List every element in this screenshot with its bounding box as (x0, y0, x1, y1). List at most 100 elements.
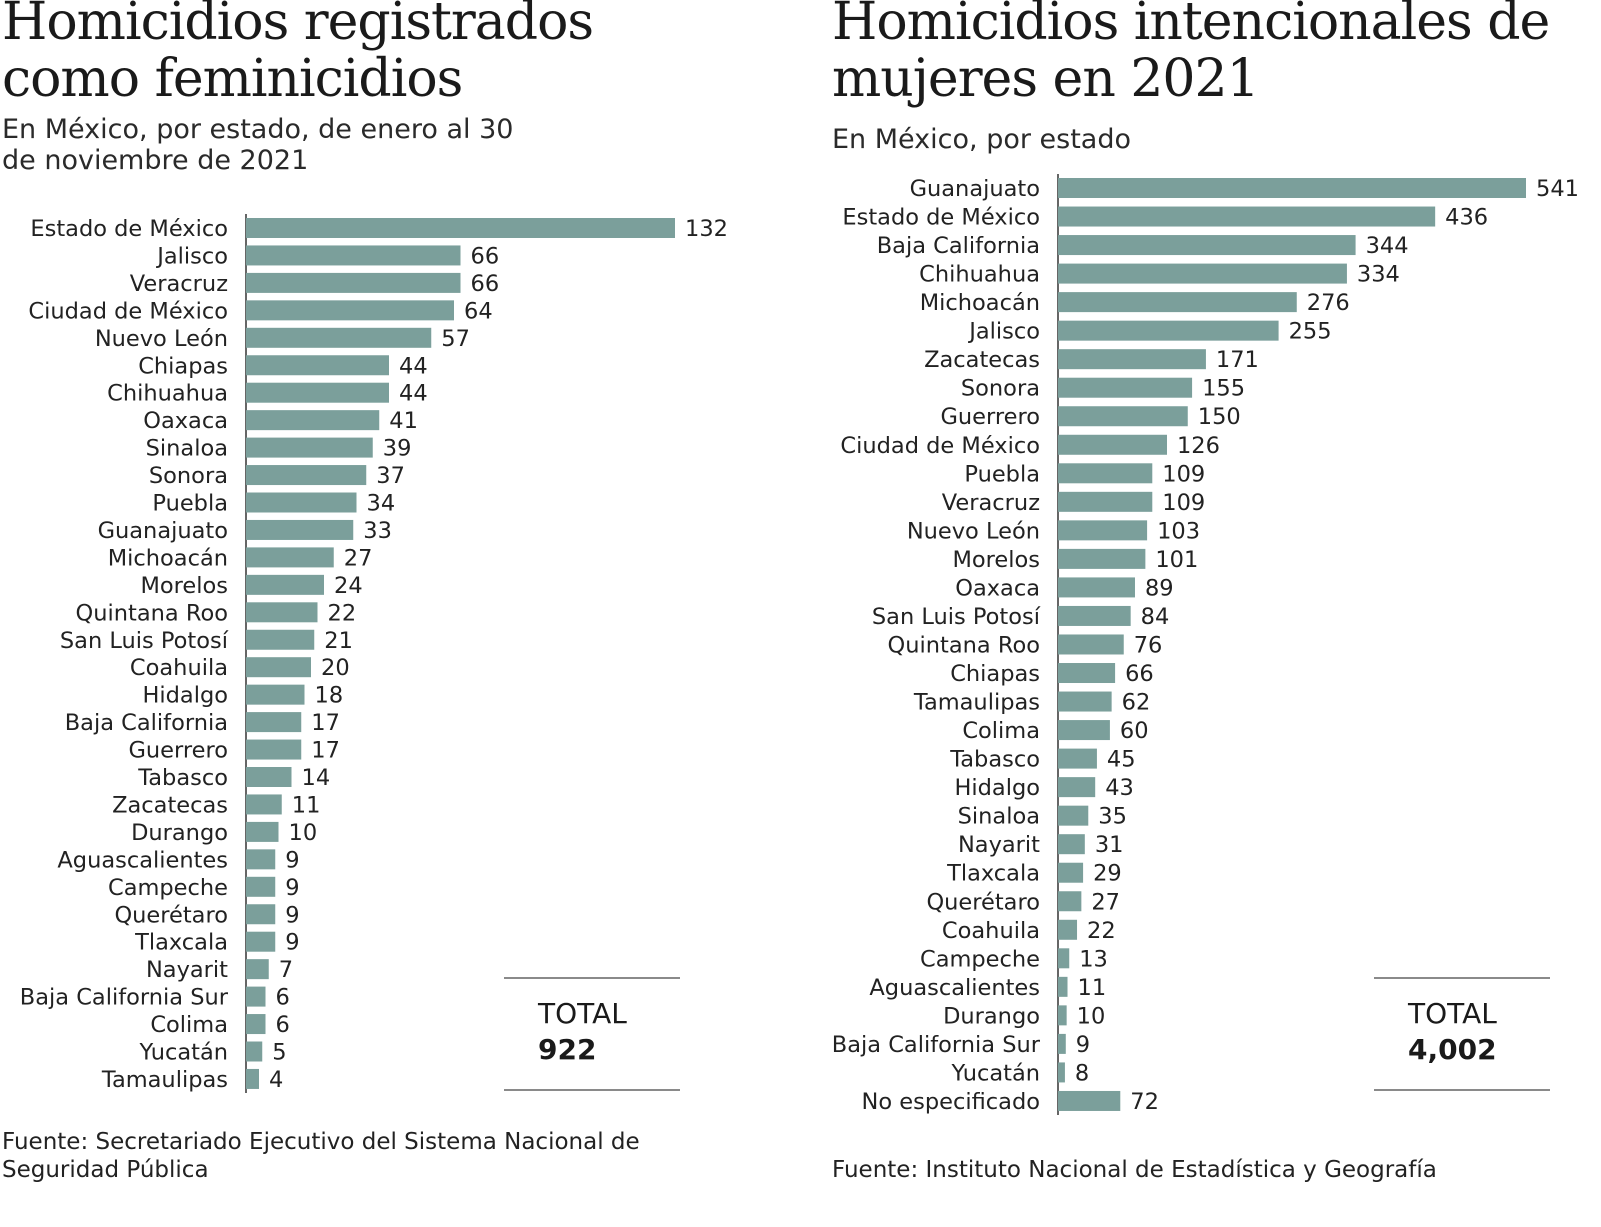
right-bar (1058, 919, 1078, 940)
right-value-label: 10 (1077, 1003, 1106, 1029)
left-bar (246, 547, 334, 568)
right-bar (1058, 691, 1112, 712)
right-category-label: Tlaxcala (946, 861, 1040, 887)
left-value-label: 18 (315, 683, 344, 709)
left-value-label: 17 (311, 710, 340, 736)
left-category-label: Baja California (65, 710, 228, 736)
left-value-label: 27 (344, 545, 373, 571)
left-category-label: Campeche (108, 875, 228, 901)
left-bar (246, 684, 305, 705)
left-category-label: Morelos (140, 573, 228, 599)
right-category-label: San Luis Potosí (872, 604, 1041, 630)
right-value-label: 171 (1216, 347, 1259, 373)
left-bar (246, 272, 461, 293)
right-category-label: Tamaulipas (913, 690, 1040, 716)
left-bar (246, 410, 380, 431)
left-category-label: Nuevo León (95, 326, 228, 352)
left-bar (246, 465, 367, 486)
left-value-label: 132 (685, 216, 728, 242)
right-value-label: 109 (1162, 461, 1205, 487)
left-category-label: Tabasco (137, 765, 228, 791)
right-bar (1058, 320, 1279, 341)
right-category-label: Ciudad de México (840, 433, 1040, 459)
left-bar (246, 904, 276, 925)
left-chart-panel: Homicidios registrados como feminicidios… (0, 0, 790, 1227)
right-value-label: 436 (1445, 205, 1488, 231)
left-bar (246, 382, 389, 403)
right-category-label: Chihuahua (919, 262, 1040, 288)
left-value-label: 66 (471, 243, 500, 269)
left-value-label: 4 (269, 1067, 283, 1093)
left-bar (246, 767, 292, 787)
left-value-label: 9 (285, 847, 299, 873)
left-value-label: 64 (464, 298, 493, 324)
left-bar (246, 1041, 263, 1062)
right-category-label: Estado de México (842, 205, 1040, 231)
right-category-label: Aguascalientes (869, 975, 1040, 1001)
left-bar (246, 849, 276, 870)
right-bar (1058, 377, 1193, 398)
right-value-label: 62 (1122, 690, 1151, 716)
right-bar (1058, 976, 1068, 997)
right-bar (1058, 577, 1135, 598)
right-category-label: Chiapas (950, 661, 1040, 687)
left-value-label: 6 (276, 1012, 290, 1038)
left-category-label: Tlaxcala (134, 930, 228, 956)
left-bar (246, 712, 302, 733)
left-value-label: 9 (285, 875, 299, 901)
right-category-label: Durango (943, 1003, 1040, 1029)
right-bar-chart: Guanajuato 541 Estado de México 436 Baja Cal… (832, 174, 1579, 1115)
left-value-label: 22 (328, 600, 357, 626)
left-bar (246, 629, 315, 650)
right-bar (1058, 834, 1085, 855)
right-category-label: Michoacán (920, 290, 1040, 316)
right-value-label: 150 (1198, 404, 1241, 430)
left-total-value: 922 (538, 1033, 597, 1066)
right-bar (1058, 891, 1082, 912)
right-category-label: Guanajuato (910, 176, 1040, 202)
left-category-label: Zacatecas (112, 792, 228, 818)
right-category-label: Hidalgo (954, 775, 1040, 801)
right-value-label: 344 (1366, 233, 1409, 259)
left-category-label: Coahuila (130, 655, 228, 681)
left-value-label: 7 (279, 957, 293, 983)
left-category-label: Oaxaca (143, 408, 228, 434)
left-bar (246, 794, 282, 815)
left-value-label: 17 (311, 738, 340, 764)
left-value-label: 34 (367, 491, 396, 517)
left-bar (246, 931, 276, 952)
right-category-label: Quintana Roo (888, 632, 1040, 658)
right-value-label: 101 (1155, 547, 1198, 573)
right-bar (1058, 663, 1116, 684)
right-value-label: 60 (1120, 718, 1149, 744)
left-category-label: Chihuahua (107, 381, 228, 407)
left-value-label: 10 (289, 820, 318, 846)
right-value-label: 31 (1095, 832, 1124, 858)
left-bar (246, 437, 373, 458)
right-value-label: 72 (1130, 1089, 1159, 1115)
left-category-label: Chiapas (138, 353, 228, 379)
right-bar (1058, 777, 1096, 798)
left-value-label: 9 (285, 930, 299, 956)
left-value-label: 14 (302, 765, 331, 791)
left-chart-title: Homicidios registrados como feminicidios (2, 0, 594, 109)
left-bar-chart: Estado de México 132 Jalisco 66 Veracruz 66 Ci… (20, 214, 728, 1093)
left-chart-source: Fuente: Secretariado Ejecutivo del Siste… (2, 1129, 640, 1183)
left-value-label: 41 (389, 408, 418, 434)
left-bar (246, 876, 276, 897)
left-category-label: Sinaloa (146, 436, 228, 462)
left-bar (246, 1068, 259, 1089)
left-value-label: 24 (334, 573, 363, 599)
right-chart-source: Fuente: Instituto Nacional de Estadístic… (832, 1157, 1437, 1183)
left-value-label: 5 (272, 1040, 286, 1066)
left-category-label: Jalisco (155, 243, 228, 269)
right-value-label: 8 (1075, 1060, 1089, 1086)
right-category-label: Nuevo León (907, 518, 1040, 544)
right-category-label: Campeche (920, 946, 1040, 972)
right-chart-title: Homicidios intencionales de mujeres en 2… (832, 0, 1550, 109)
right-value-label: 13 (1079, 946, 1108, 972)
right-value-label: 155 (1202, 376, 1245, 402)
left-bar (246, 492, 357, 513)
right-value-label: 255 (1289, 319, 1332, 345)
left-category-label: San Luis Potosí (60, 628, 229, 654)
